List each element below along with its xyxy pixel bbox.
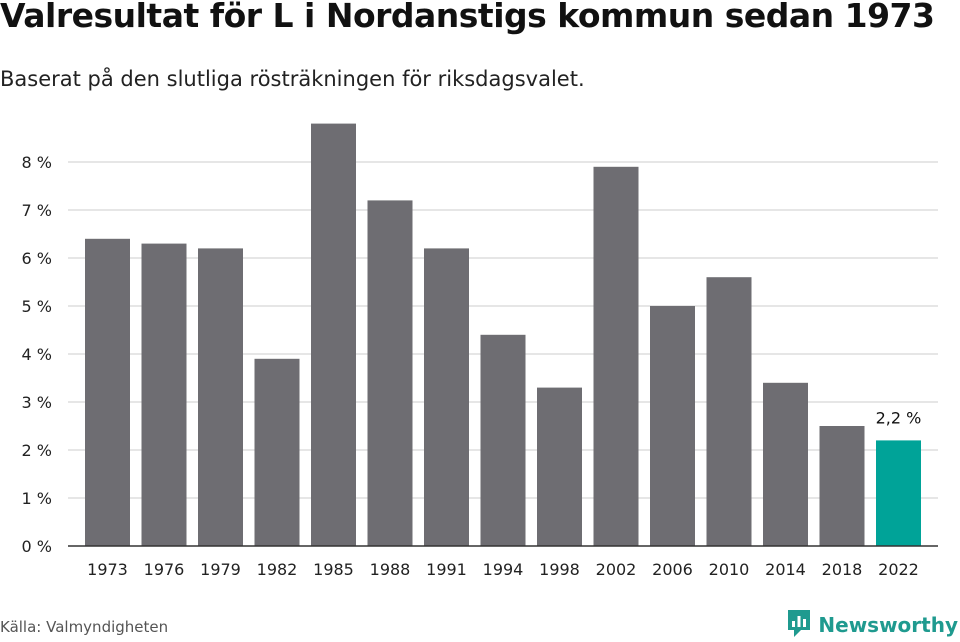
bar-2006: [650, 306, 695, 546]
data-label-2022: 2,2 %: [876, 408, 922, 427]
x-tick-label: 1991: [426, 560, 467, 579]
x-tick-label: 2010: [709, 560, 750, 579]
bar-2022: [876, 440, 921, 546]
brand-logo: Newsworthy: [786, 608, 958, 642]
bar-1973: [85, 238, 130, 547]
bar-1998: [537, 387, 582, 546]
x-tick-label: 2014: [765, 560, 806, 579]
x-tick-label: 1988: [370, 560, 411, 579]
x-tick-label: 1976: [144, 560, 185, 579]
y-tick-label: 0 %: [22, 537, 52, 556]
bar-2018: [819, 426, 865, 546]
newsworthy-logo-icon: [786, 608, 812, 642]
data-labels: 2,2 %: [876, 408, 922, 427]
x-tick-label: 2002: [596, 560, 637, 579]
bar-1991: [424, 248, 469, 546]
x-tick-label: 1973: [87, 560, 128, 579]
y-tick-label: 6 %: [22, 249, 52, 268]
bar-1985: [311, 123, 356, 546]
y-axis-ticks: 0 % 1 % 2 % 3 % 4 % 5 % 6 % 7 % 8 %: [22, 153, 52, 556]
x-tick-label: 1979: [200, 560, 241, 579]
x-tick-label: 1994: [483, 560, 524, 579]
x-tick-label: 1985: [313, 560, 354, 579]
y-tick-label: 4 %: [22, 345, 52, 364]
bar-2010: [706, 277, 752, 546]
brand-name: Newsworthy: [818, 613, 958, 637]
y-tick-label: 7 %: [22, 201, 52, 220]
y-tick-label: 3 %: [22, 393, 52, 412]
x-tick-label: 2006: [652, 560, 693, 579]
chart-subtitle: Baserat på den slutliga rösträkningen fö…: [0, 67, 585, 91]
bar-1982: [254, 358, 300, 546]
y-tick-label: 8 %: [22, 153, 52, 172]
y-tick-label: 5 %: [22, 297, 52, 316]
source-note: Källa: Valmyndigheten: [0, 618, 169, 636]
bar-1979: [198, 248, 243, 546]
bar-chart: 0 % 1 % 2 % 3 % 4 % 5 % 6 % 7 % 8 % 1973 1976 1979…: [22, 123, 938, 579]
bar-2014: [763, 382, 808, 546]
bars: [85, 123, 921, 547]
x-tick-label: 2018: [822, 560, 863, 579]
bar-2002: [593, 166, 639, 547]
y-tick-label: 2 %: [22, 441, 52, 460]
chart-title: Valresultat för L i Nordanstigs kommun s…: [0, 0, 935, 35]
bar-1976: [141, 243, 187, 546]
bar-1994: [480, 334, 526, 546]
x-tick-label: 1998: [539, 560, 580, 579]
x-axis-ticks: 1973 1976 1979 1982 1985 1988 1991 1994 1998 2002…: [87, 560, 919, 579]
x-tick-label: 2022: [878, 560, 919, 579]
y-tick-label: 1 %: [22, 489, 52, 508]
x-tick-label: 1982: [257, 560, 298, 579]
bar-1988: [367, 200, 413, 546]
